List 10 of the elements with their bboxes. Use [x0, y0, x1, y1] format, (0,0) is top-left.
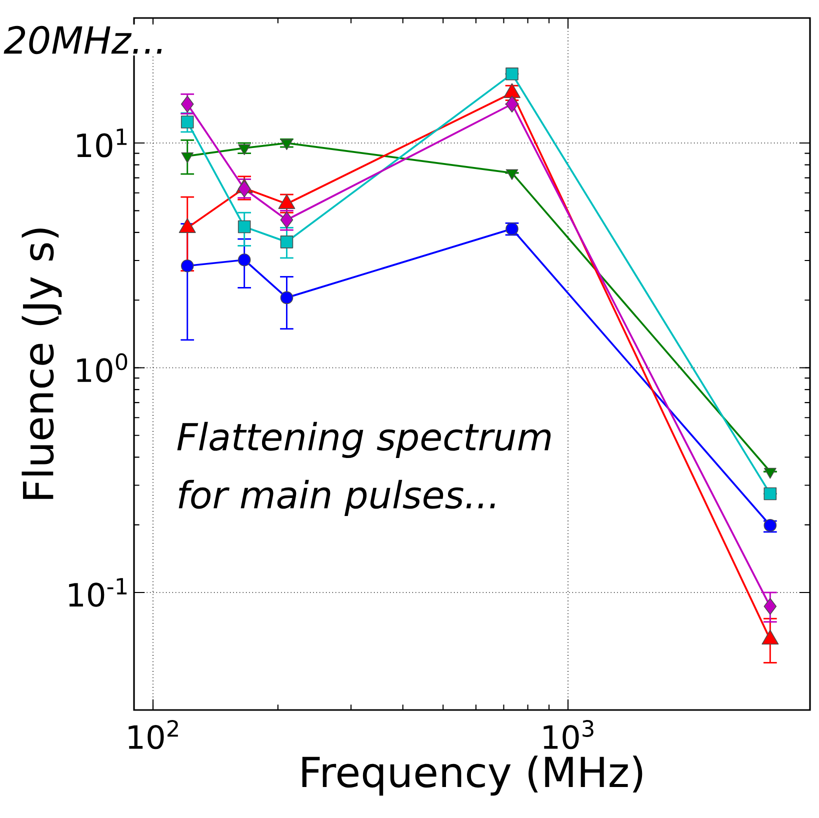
annotation: 20MHz...	[4, 26, 162, 54]
x-axis-title: Frequency (MHz)	[302, 756, 642, 796]
y-tick-label: 10$^{1}$	[77, 128, 127, 158]
x-tick-label: 10$^{3}$	[544, 720, 594, 750]
annotation: Flattening spectrum	[177, 422, 551, 458]
y-tick-label: 10$^{0}$	[77, 353, 128, 382]
annotation: for main pulses...	[178, 480, 495, 516]
y-axis-title: Fluence (Jy s)	[22, 228, 62, 499]
x-tick-label: 10$^{2}$	[128, 720, 178, 750]
y-tick-label: 10$^{-1}$	[69, 578, 127, 607]
